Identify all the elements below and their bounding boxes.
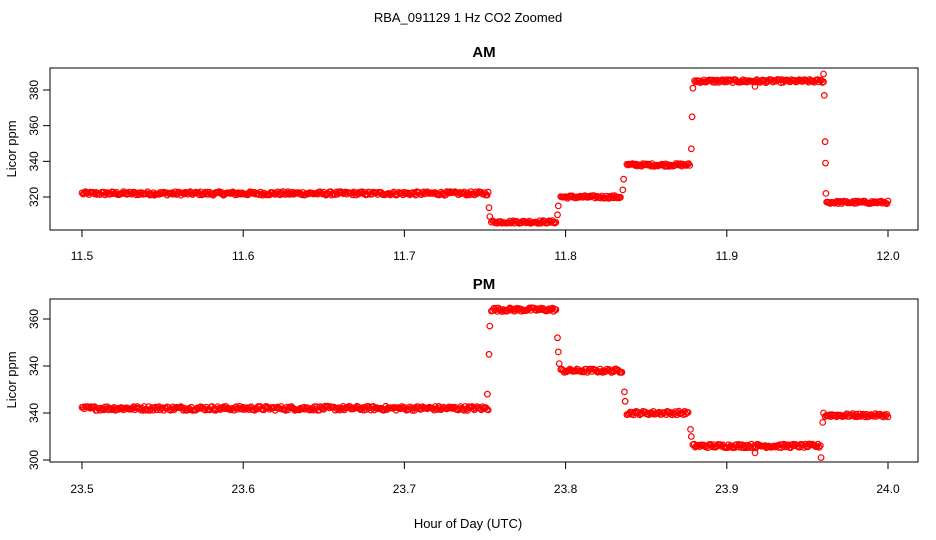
- y-tick-label: 340: [27, 403, 41, 423]
- x-tick-label: 11.9: [716, 249, 739, 263]
- data-point: [195, 191, 203, 199]
- data-point: [552, 306, 560, 314]
- data-point: [686, 161, 694, 169]
- data-point: [701, 442, 708, 450]
- data-point: [821, 138, 829, 146]
- x-tick-label: 11.7: [393, 249, 416, 263]
- data-point: [691, 77, 698, 85]
- y-tick-label: 360: [27, 115, 41, 135]
- data-point: [684, 409, 692, 416]
- x-tick-label: 11.5: [71, 249, 94, 263]
- data-point: [820, 70, 827, 78]
- x-tick-label: 12.0: [876, 249, 900, 263]
- panel-pm-xticks: 23.5 23.6 23.7 23.8 23.9 24.0: [70, 462, 900, 496]
- data-point: [619, 186, 627, 194]
- data-point: [837, 412, 845, 420]
- data-point: [484, 188, 492, 196]
- x-tick-label: 23.7: [393, 482, 417, 496]
- x-tick-label: 23.5: [70, 482, 94, 496]
- y-tick-label: 340: [27, 356, 41, 376]
- figure-xlabel: Hour of Day (UTC): [414, 516, 522, 531]
- panel-pm-frame: [49, 298, 919, 463]
- data-point: [555, 360, 563, 368]
- panel-am-ylabel: Licor ppm: [4, 120, 19, 177]
- data-point: [554, 211, 561, 219]
- x-tick-label: 11.8: [554, 249, 577, 263]
- data-point: [817, 454, 825, 462]
- data-point: [820, 409, 827, 417]
- panel-am-xticks: 11.5 11.6 11.7 11.8 11.9 12.0: [71, 230, 900, 263]
- data-point: [689, 84, 697, 92]
- figure-title: RBA_091129 1 Hz CO2 Zoomed: [374, 10, 562, 25]
- data-point: [751, 82, 759, 90]
- panel-pm-ylabel: Licor ppm: [4, 351, 19, 408]
- data-point: [484, 390, 491, 398]
- data-point: [90, 189, 97, 197]
- data-point: [688, 113, 696, 121]
- y-tick-label: 320: [27, 187, 41, 207]
- panel-am-frame: [49, 67, 919, 231]
- data-point: [806, 440, 814, 448]
- data-point: [687, 433, 695, 440]
- panel-pm-yticks: 300 340 340 360: [27, 309, 50, 470]
- data-point: [819, 419, 827, 426]
- x-tick-label: 23.9: [715, 482, 739, 496]
- panel-am-title: AM: [472, 44, 495, 61]
- data-point: [726, 443, 734, 451]
- data-point: [822, 189, 830, 197]
- data-point: [751, 449, 759, 457]
- data-point: [485, 350, 493, 358]
- data-point: [884, 413, 892, 421]
- data-point: [554, 202, 562, 210]
- data-point: [552, 218, 560, 226]
- data-point: [554, 348, 562, 356]
- data-point: [618, 368, 626, 376]
- panel-pm-points: [78, 304, 892, 462]
- data-point: [617, 193, 624, 201]
- x-tick-label: 24.0: [876, 482, 900, 496]
- y-tick-label: 360: [27, 309, 41, 329]
- panel-am-points: [78, 70, 892, 227]
- data-point: [820, 78, 827, 86]
- x-tick-label: 23.8: [554, 482, 578, 496]
- data-point: [816, 442, 824, 450]
- data-point: [815, 443, 823, 451]
- data-point: [381, 406, 389, 413]
- data-point: [484, 406, 492, 414]
- data-point: [486, 213, 494, 221]
- data-point: [621, 388, 628, 396]
- panel-am: AM Licor ppm 11.5 11.6 11.7 11.8 11.9 12.0 32…: [4, 44, 919, 263]
- x-tick-label: 23.6: [232, 482, 256, 496]
- panel-pm-title: PM: [473, 276, 496, 293]
- y-tick-label: 380: [27, 80, 41, 100]
- data-point: [486, 322, 494, 330]
- data-point: [822, 159, 829, 167]
- data-point: [884, 197, 892, 205]
- y-tick-label: 300: [27, 450, 41, 470]
- data-point: [621, 397, 629, 405]
- data-point: [554, 334, 561, 342]
- data-point: [485, 204, 493, 212]
- data-point: [687, 426, 694, 433]
- data-point: [139, 406, 147, 414]
- y-tick-label: 340: [27, 151, 41, 171]
- data-point: [687, 145, 695, 153]
- data-point: [820, 91, 828, 99]
- data-point: [620, 175, 627, 183]
- panel-am-yticks: 320 340 360 380: [27, 80, 50, 207]
- panel-pm: PM Licor ppm 23.5 23.6 23.7 23.8 23.9 24.0 30…: [4, 276, 919, 496]
- x-tick-label: 11.6: [232, 249, 255, 263]
